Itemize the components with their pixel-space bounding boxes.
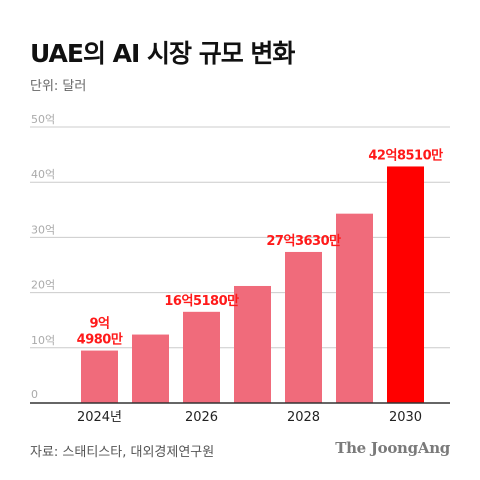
bar-2029: [336, 213, 373, 403]
x-tick-label: 2026: [185, 410, 218, 425]
unit-label: 단위: 달러: [30, 79, 87, 94]
bar-2027: [234, 285, 271, 403]
y-tick-label: 40억: [31, 168, 55, 181]
bar-2024: [81, 350, 118, 403]
x-tick-label: 2028: [287, 410, 320, 425]
bar-2030: [387, 166, 424, 403]
chart-title: UAE의 AI 시장 규모 변화: [30, 39, 295, 68]
y-tick-label: 30억: [31, 223, 55, 236]
data-label: 27억3630만: [266, 233, 341, 249]
data-label: 9억: [89, 317, 109, 332]
bar-2028: [285, 251, 322, 403]
y-tick-label: 20억: [31, 279, 55, 292]
x-tick-label: 2024년: [77, 410, 122, 425]
y-tick-label: 10억: [31, 334, 55, 347]
publisher-logo: The JoongAng: [335, 439, 450, 457]
data-label: 16억5180만: [164, 293, 239, 309]
data-label: 4980만: [77, 332, 123, 348]
bar-2026: [183, 311, 220, 403]
source-note: 자료: 스태티스타, 대외경제연구원: [30, 445, 215, 460]
bar-2025: [132, 334, 169, 403]
y-tick-label: 0: [31, 388, 38, 401]
x-tick-label: 2030: [389, 410, 422, 425]
y-tick-label: 50억: [31, 113, 55, 126]
data-label: 42억8510만: [368, 147, 443, 163]
